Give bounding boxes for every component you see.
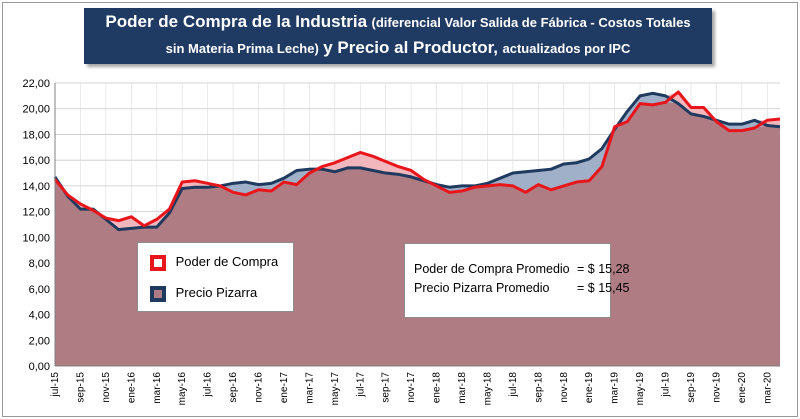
y-tick-label: 12,00 xyxy=(22,207,50,219)
title-main: Poder de Compra de la Industria xyxy=(105,12,368,31)
x-tick-label: nov-19 xyxy=(711,372,722,403)
legend: Poder de Compra Precio Pizarra xyxy=(137,242,294,312)
x-tick-label: sep-16 xyxy=(228,372,239,403)
x-tick-label: nov-17 xyxy=(406,372,417,403)
x-tick-label: sep-18 xyxy=(533,372,544,403)
x-tick-label: may-19 xyxy=(635,372,646,406)
legend-swatch-poder xyxy=(150,254,166,271)
legend-item-pizarra: Precio Pizarra xyxy=(150,285,258,302)
series-line-poder-de-compra xyxy=(53,90,781,228)
x-tick-label: may-18 xyxy=(482,372,493,406)
x-tick-label: jul-18 xyxy=(508,372,519,398)
x-tick-label: mar-18 xyxy=(457,372,468,404)
area-common xyxy=(55,102,780,366)
legend-item-poder: Poder de Compra xyxy=(150,254,279,271)
x-tick-label: mar-19 xyxy=(610,372,621,404)
y-tick-label: 16,00 xyxy=(22,155,50,167)
x-tick-label: jul-16 xyxy=(203,372,214,398)
x-tick-label: mar-16 xyxy=(152,372,163,404)
y-tick-label: 4,00 xyxy=(29,310,50,322)
chart-title: Poder de Compra de la Industria (diferen… xyxy=(84,8,712,64)
x-tick-label: nov-15 xyxy=(101,372,112,403)
x-tick-label: jul-17 xyxy=(355,372,366,398)
axis-layer xyxy=(54,83,780,367)
stat-pizarra-label: Precio Pizarra Promedio xyxy=(414,281,550,295)
y-tick-label: 20,00 xyxy=(22,104,50,116)
y-tick-label: 18,00 xyxy=(22,129,50,141)
series-line-precio-pizarra xyxy=(53,91,781,232)
x-tick-label: may-17 xyxy=(330,372,341,406)
stat-poder-value: = $ 15,28 xyxy=(577,262,630,276)
legend-swatch-pizarra xyxy=(150,285,166,302)
y-tick-labels: 0,00 2,00 4,00 6,00 8,00 10,00 12,00 14,00 16,00… xyxy=(22,78,50,373)
x-tick-label: ene-20 xyxy=(737,372,748,404)
x-tick-label: ene-18 xyxy=(432,372,443,404)
y-tick-label: 10,00 xyxy=(22,232,50,244)
x-tick-label: mar-17 xyxy=(304,372,315,404)
line-layer xyxy=(53,90,781,232)
title-ipc: actualizados por IPC xyxy=(502,41,631,56)
y-tick-label: 6,00 xyxy=(29,284,50,296)
stats-box: Poder de Compra Promedio = $ 15,28 Preci… xyxy=(404,243,629,318)
y-tick-label: 8,00 xyxy=(29,258,50,270)
title-paren: (diferencial Valor Salida de Fábrica - C… xyxy=(371,15,691,30)
x-tick-label: may-16 xyxy=(177,372,188,406)
x-tick-label: ene-16 xyxy=(126,372,137,404)
x-tick-labels: jul-15 sep-15 nov-15 ene-16 mar-16 may-16 jul-… xyxy=(50,372,773,406)
legend-label-pizarra: Precio Pizarra xyxy=(175,285,258,300)
x-tick-label: jul-19 xyxy=(661,372,672,398)
y-tick-label: 14,00 xyxy=(22,181,50,193)
y-tick-label: 0,00 xyxy=(29,361,50,373)
x-tick-label: ene-19 xyxy=(584,372,595,404)
y-tick-label: 22,00 xyxy=(22,78,50,90)
title-paren-cont: sin Materia Prima Leche) xyxy=(165,41,319,56)
legend-label-poder: Poder de Compra xyxy=(175,254,279,269)
x-tick-label: mar-20 xyxy=(762,372,773,404)
x-tick-label: jul-15 xyxy=(50,372,61,398)
y-tick-label: 2,00 xyxy=(29,335,50,347)
x-tick-label: sep-15 xyxy=(75,372,86,403)
x-tick-label: nov-18 xyxy=(559,372,570,403)
title-second: y Precio al Productor, xyxy=(323,38,499,57)
area-layer xyxy=(55,92,780,366)
x-tick-label: nov-16 xyxy=(254,372,265,403)
x-tick-label: sep-17 xyxy=(381,372,392,403)
x-tick-label: ene-17 xyxy=(279,372,290,404)
x-tick-label: sep-19 xyxy=(686,372,697,403)
stat-poder-label: Poder de Compra Promedio xyxy=(414,262,570,276)
stat-pizarra-value: = $ 15,45 xyxy=(577,281,630,295)
